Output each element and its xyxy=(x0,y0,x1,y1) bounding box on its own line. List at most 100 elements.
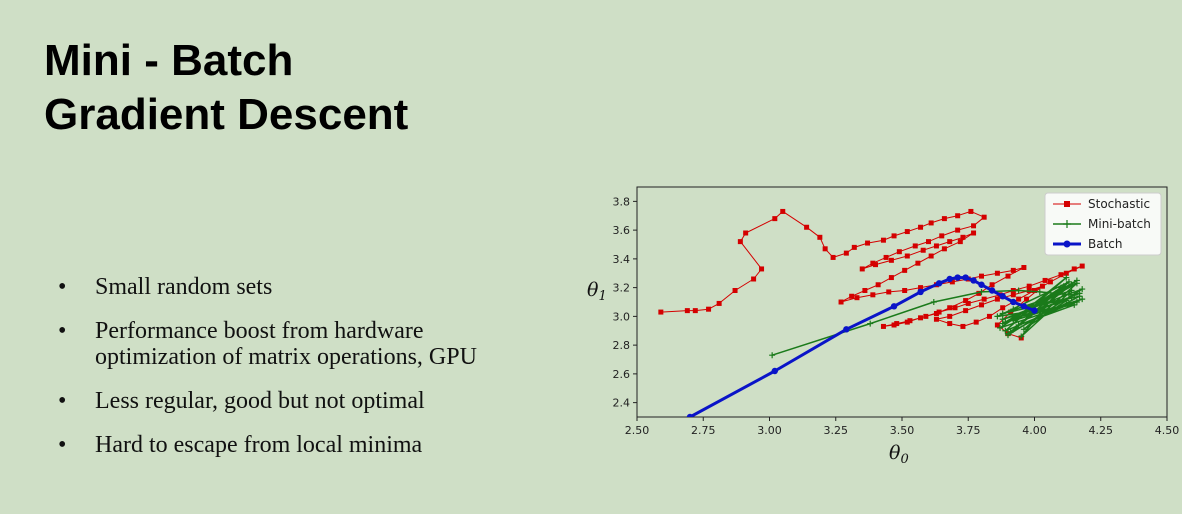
data-point xyxy=(923,313,929,319)
data-point xyxy=(886,289,892,295)
data-point xyxy=(941,216,947,222)
data-point xyxy=(970,277,977,284)
data-point xyxy=(890,303,898,310)
data-point xyxy=(989,282,995,288)
data-point xyxy=(1000,305,1006,311)
data-point xyxy=(867,320,874,327)
data-point xyxy=(891,322,897,328)
data-point xyxy=(1010,298,1017,306)
data-point xyxy=(960,234,966,240)
data-point xyxy=(1020,303,1028,310)
data-point xyxy=(962,274,969,281)
data-point xyxy=(926,239,931,245)
data-point xyxy=(981,296,987,302)
data-point xyxy=(1079,286,1086,293)
data-point xyxy=(994,322,1000,328)
data-point xyxy=(978,281,985,288)
data-point xyxy=(1026,283,1032,289)
legend-box xyxy=(1044,192,1162,256)
data-point xyxy=(896,249,902,255)
legend: Stochastic Mini-batch Batch xyxy=(1044,192,1162,256)
data-point xyxy=(963,308,969,314)
series-mini-batch xyxy=(769,274,1086,359)
data-point xyxy=(1058,272,1064,278)
data-point xyxy=(1063,297,1070,304)
data-point xyxy=(880,323,886,329)
data-point xyxy=(1010,306,1017,313)
data-point xyxy=(1031,307,1038,314)
data-point xyxy=(1002,319,1009,326)
data-point xyxy=(999,310,1006,317)
data-point xyxy=(955,213,961,219)
data-point xyxy=(732,288,738,293)
data-point xyxy=(1065,278,1072,285)
data-point xyxy=(1010,267,1016,273)
data-point xyxy=(999,293,1006,300)
data-point xyxy=(941,246,947,252)
data-point xyxy=(1071,266,1077,272)
data-point xyxy=(947,239,953,245)
data-point xyxy=(1015,322,1022,328)
data-point xyxy=(1052,290,1059,297)
data-point xyxy=(904,319,910,325)
data-point xyxy=(933,311,939,316)
data-point xyxy=(888,275,894,281)
data-point xyxy=(1010,292,1016,298)
data-point xyxy=(1065,291,1072,298)
data-point xyxy=(883,254,889,260)
data-point xyxy=(849,293,855,299)
bullet-item: Performance boost from hardware optimiza… xyxy=(58,318,518,370)
data-point xyxy=(902,267,908,273)
data-point xyxy=(968,208,974,214)
data-point xyxy=(965,300,971,306)
x-tick-label: 3.25 xyxy=(824,424,849,437)
data-point xyxy=(706,306,712,312)
data-point xyxy=(1068,294,1075,301)
data-point xyxy=(658,309,664,315)
data-point xyxy=(1079,296,1086,303)
data-point xyxy=(912,243,918,249)
bullet-list: Small random sets Performance boost from… xyxy=(58,274,518,476)
data-point xyxy=(902,288,908,293)
data-point xyxy=(1079,263,1085,269)
x-tick-label: 3.00 xyxy=(757,424,782,437)
data-point xyxy=(907,318,913,324)
data-point xyxy=(952,305,958,311)
data-point xyxy=(963,298,969,304)
data-point xyxy=(978,288,985,295)
data-point xyxy=(988,287,996,294)
legend-label: Mini-batch xyxy=(1088,217,1151,231)
y-tick-label: 2.6 xyxy=(613,368,631,381)
y-tick-label: 3.2 xyxy=(613,282,631,295)
data-point xyxy=(851,244,857,250)
data-point xyxy=(979,273,984,279)
data-point xyxy=(1010,317,1017,324)
title-line-1: Mini - Batch xyxy=(44,36,294,85)
data-point xyxy=(843,326,850,333)
y-tick-label: 3.6 xyxy=(613,224,631,237)
data-point xyxy=(973,319,979,325)
data-point xyxy=(920,247,926,253)
data-point xyxy=(875,282,881,288)
data-point xyxy=(1005,273,1011,279)
data-point xyxy=(759,266,765,272)
data-point xyxy=(894,321,900,327)
data-point xyxy=(947,305,953,311)
data-point xyxy=(960,323,966,329)
data-point xyxy=(935,280,943,287)
series-batch xyxy=(686,274,1038,417)
data-point xyxy=(854,295,860,301)
data-point xyxy=(976,290,982,296)
data-point xyxy=(930,299,937,305)
data-point xyxy=(772,216,778,222)
data-point xyxy=(1036,288,1043,295)
x-tick-label: 4.25 xyxy=(1089,424,1114,437)
data-point xyxy=(1012,314,1019,321)
data-point xyxy=(971,230,977,236)
bullet-item: Hard to escape from local minima xyxy=(58,432,518,458)
data-point xyxy=(994,270,1000,276)
data-point xyxy=(928,253,934,259)
data-point xyxy=(947,313,953,319)
data-point xyxy=(957,239,963,245)
data-point xyxy=(769,352,776,359)
